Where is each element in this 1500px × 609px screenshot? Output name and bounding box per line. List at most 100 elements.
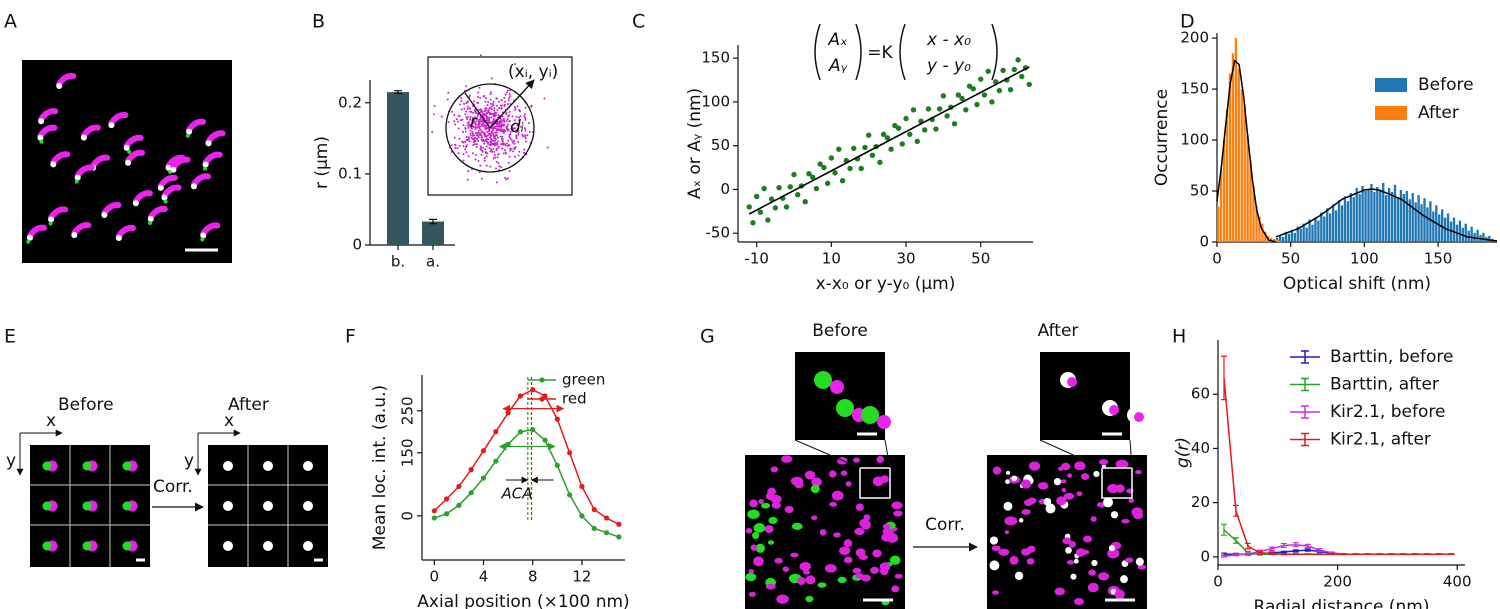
scatter-point (772, 205, 779, 211)
magenta-spot (1004, 530, 1010, 535)
histogram-bar (1246, 134, 1249, 242)
histogram-bar (1399, 190, 1403, 242)
error-bar (1292, 542, 1299, 548)
error-bar (1220, 554, 1227, 558)
magenta-spot (1054, 587, 1066, 596)
inset-point (528, 121, 531, 124)
inset-point (501, 115, 504, 118)
inset-point (451, 110, 454, 113)
inset-point (495, 131, 498, 134)
white-spot (157, 184, 164, 191)
zoom-line (794, 439, 861, 469)
green-spot (768, 516, 778, 524)
error-bar (1364, 553, 1371, 556)
inset-label: dᵢ (510, 117, 524, 137)
inset-point (493, 139, 496, 142)
histogram-bar (1228, 73, 1232, 242)
magenta-trace (115, 224, 136, 240)
inset-point (477, 159, 480, 162)
inset-point (492, 127, 495, 130)
inset-point (480, 177, 483, 180)
inset-point (461, 140, 464, 143)
magenta-trace (71, 222, 92, 237)
inset-point (487, 116, 490, 119)
inset-point (489, 121, 492, 124)
colocalized-spot (1045, 503, 1056, 514)
inset-point (523, 115, 526, 118)
bracket (814, 23, 821, 81)
magenta-spot (824, 564, 837, 573)
zoom-line (884, 439, 891, 469)
inset-point (496, 104, 499, 107)
inset-point (507, 99, 510, 102)
inset-point (522, 135, 525, 138)
green-spot (39, 139, 44, 144)
inset-point (464, 130, 467, 133)
histogram-bar (1402, 194, 1406, 242)
white-spot (165, 164, 172, 171)
x-tick-label: b. (391, 253, 405, 271)
bracket (855, 23, 862, 81)
legend-label: green (562, 371, 605, 389)
magenta-spot (1135, 470, 1142, 475)
inset-point (513, 62, 516, 65)
inset-point (515, 131, 518, 134)
histogram-bar (1464, 223, 1467, 242)
magenta-spot (1133, 510, 1142, 520)
inset-point (465, 101, 468, 104)
inset-point (497, 120, 500, 123)
series-point (468, 490, 474, 496)
magenta-trace (147, 205, 168, 221)
inset-point (508, 155, 511, 158)
inset-point (508, 135, 511, 138)
equation: =K (867, 43, 893, 63)
inset-point (503, 142, 506, 145)
inset-point (493, 125, 496, 128)
inset-point (481, 122, 484, 125)
inset-point (479, 118, 482, 121)
scatter-point (806, 171, 812, 177)
scatter-point (936, 106, 943, 112)
inset-point (505, 178, 508, 181)
green-spot (805, 595, 814, 603)
magenta-spot (1107, 548, 1120, 559)
inset-point (509, 89, 512, 92)
inset-point (462, 124, 465, 127)
magenta-spot (992, 466, 1002, 475)
scatter-point (836, 146, 842, 152)
magenta-spot (859, 518, 870, 528)
inset-point (505, 142, 508, 145)
fit-curve (1275, 188, 1498, 242)
white-spot (132, 200, 139, 207)
legend-swatch (1375, 106, 1407, 120)
inset-point (502, 152, 505, 155)
green-spot (48, 221, 53, 226)
histogram-bar (1396, 197, 1400, 242)
scatter-point (1000, 67, 1006, 74)
inset-point (523, 151, 526, 154)
error-bar (1244, 552, 1251, 556)
magenta-trace (205, 130, 226, 145)
inset-point (483, 110, 486, 113)
inset-point (500, 143, 503, 146)
green-spot (814, 371, 832, 389)
inset-point (496, 141, 499, 144)
magenta-spot (1024, 499, 1033, 506)
inset-point (510, 124, 513, 127)
green-spot (889, 555, 901, 565)
panel-label: G (700, 326, 715, 348)
equation: Aᵧ (828, 56, 848, 76)
magenta-spot (1134, 412, 1144, 422)
green-spot (148, 221, 153, 226)
inset-point (487, 120, 490, 123)
x-tick-label: 4 (479, 568, 489, 586)
inset-point (487, 138, 490, 141)
inset-point (485, 114, 488, 117)
inset-point (459, 119, 462, 122)
colocalized-spot (1018, 518, 1024, 523)
scatter-point (768, 196, 775, 202)
histogram-bar (1320, 212, 1323, 242)
white-spot (108, 122, 115, 129)
magenta-spot (1097, 572, 1110, 581)
inset-point (493, 109, 496, 112)
